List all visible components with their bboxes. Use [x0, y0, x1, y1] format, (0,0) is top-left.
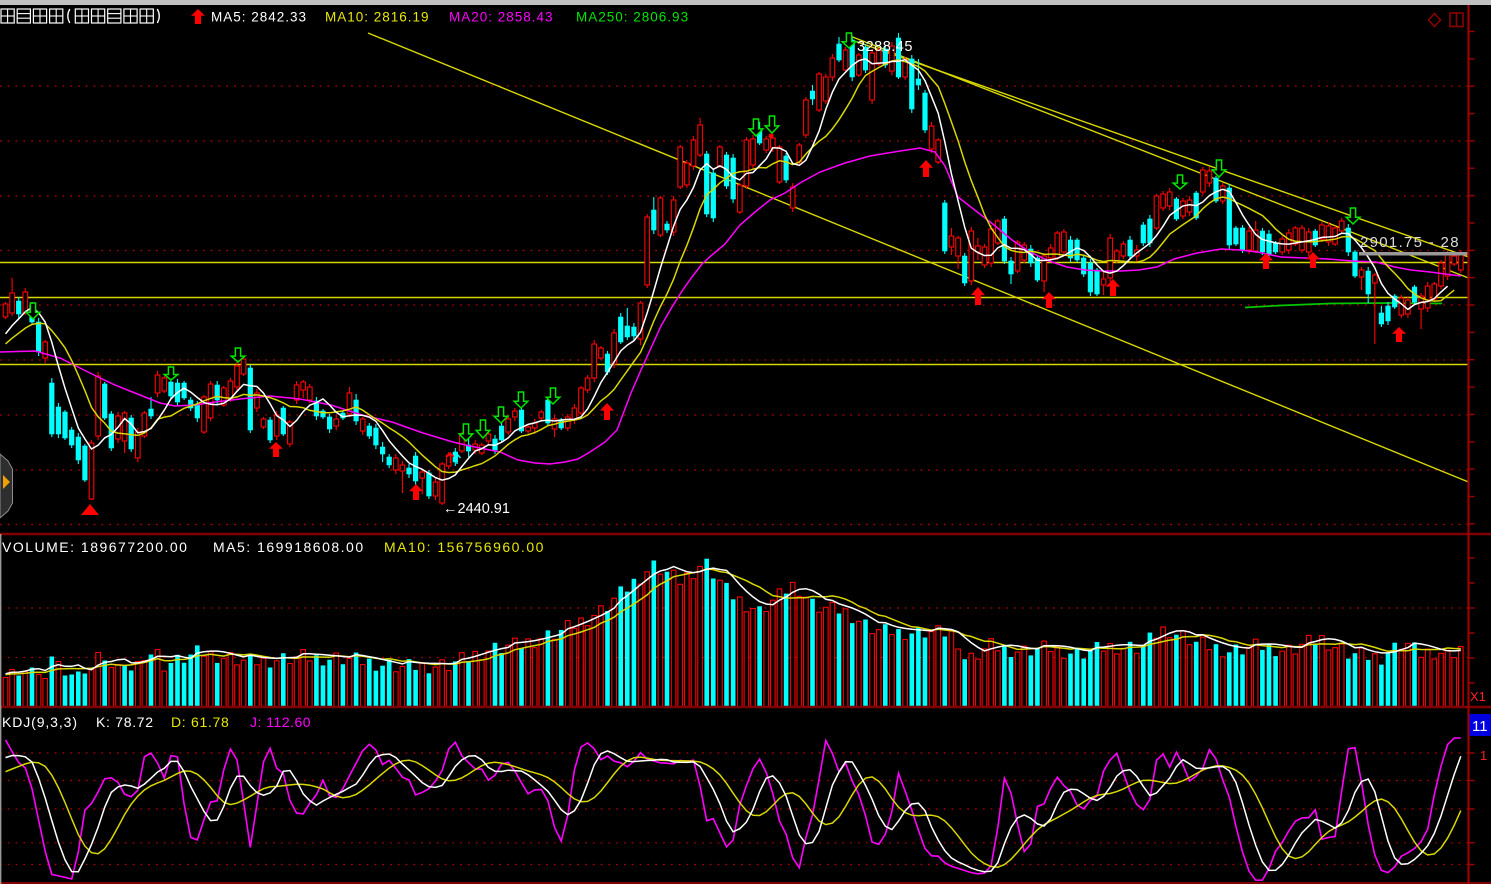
svg-text:3288.45: 3288.45	[857, 39, 913, 55]
svg-text:MA250: 2806.93: MA250: 2806.93	[576, 10, 689, 25]
svg-text:MA10: 2816.19: MA10: 2816.19	[325, 10, 430, 25]
svg-text:←2440.91: ←2440.91	[443, 501, 510, 517]
svg-text:X1: X1	[1470, 689, 1486, 704]
svg-text:VOLUME: 189677200.00: VOLUME: 189677200.00	[2, 539, 188, 555]
svg-text:1: 1	[1480, 748, 1487, 763]
svg-text:MA10: 156756960.00: MA10: 156756960.00	[384, 539, 545, 555]
svg-text:2901.75 - 28: 2901.75 - 28	[1360, 234, 1460, 251]
svg-text:MA20: 2858.43: MA20: 2858.43	[449, 10, 554, 25]
svg-text:K: 78.72: K: 78.72	[96, 714, 154, 730]
svg-text:MA5: 2842.33: MA5: 2842.33	[211, 10, 307, 25]
svg-text:11: 11	[1472, 718, 1488, 735]
svg-text:KDJ(9,3,3): KDJ(9,3,3)	[2, 714, 78, 730]
svg-text:D: 61.78: D: 61.78	[171, 714, 230, 730]
svg-text:J: 112.60: J: 112.60	[250, 714, 311, 730]
svg-text:MA5: 169918608.00: MA5: 169918608.00	[213, 539, 365, 555]
